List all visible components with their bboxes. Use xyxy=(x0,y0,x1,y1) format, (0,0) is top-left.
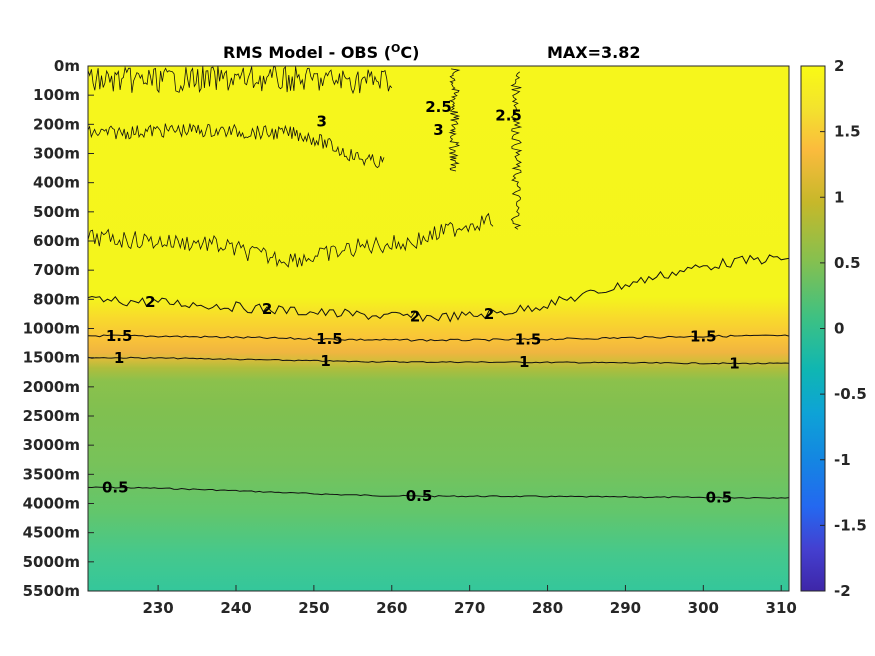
y-tick-label: 700m xyxy=(33,261,80,279)
y-tick-label: 1000m xyxy=(23,320,80,338)
contour-label: 1.5 xyxy=(106,327,133,345)
contour-line xyxy=(510,71,523,230)
contour-label: 0.5 xyxy=(406,487,433,505)
x-tick-label: 310 xyxy=(766,599,797,617)
y-tick-label: 500m xyxy=(33,203,80,221)
y-tick-label: 100m xyxy=(33,86,80,104)
x-tick-label: 300 xyxy=(688,599,719,617)
contour-label: 2 xyxy=(145,293,155,311)
contour-label: 2.5 xyxy=(495,107,522,125)
chart-title-group: RMS Model - OBS (OC) MAX=3.82 xyxy=(223,42,641,62)
contour-label: 0.5 xyxy=(706,489,733,507)
y-tick-label: 300m xyxy=(33,145,80,163)
y-tick-label: 800m xyxy=(33,290,80,308)
contour-line xyxy=(88,212,494,268)
contour-label: 3 xyxy=(433,121,443,139)
contour-line xyxy=(88,334,789,342)
title-unit-superscript: O xyxy=(391,42,400,55)
contour-label: 1 xyxy=(320,352,330,370)
contour-label: 1.5 xyxy=(515,330,542,348)
contour-label: 2 xyxy=(484,305,494,323)
contour-label: 2.5 xyxy=(425,98,452,116)
colorbar: 2 1.5 1 0.5 0 -0.5 -1 -1.5 -2 xyxy=(800,57,867,600)
y-tick-label: 5000m xyxy=(23,553,80,571)
colorbar-tick-label: 0.5 xyxy=(834,254,861,272)
y-tick-label: 5500m xyxy=(23,582,80,600)
x-tick-label: 290 xyxy=(610,599,641,617)
y-tick-label: 3500m xyxy=(23,465,80,483)
heatmap-field xyxy=(88,66,789,591)
contour-label: 0.5 xyxy=(102,479,129,497)
contour-line xyxy=(88,66,393,95)
x-tick-label: 230 xyxy=(142,599,173,617)
plot-area: 0.5 0.5 0.5 1 1 1 1 1.5 1.5 1.5 1.5 2 2 2 2 2.5 2.5 3 3 xyxy=(88,66,789,591)
x-tick-label: 250 xyxy=(298,599,329,617)
colorbar-tick-label: 0 xyxy=(834,320,844,338)
x-tick-label: 280 xyxy=(532,599,563,617)
contour-label: 1 xyxy=(114,349,124,367)
max-value-label: MAX=3.82 xyxy=(547,43,641,62)
chart-title: RMS Model - OBS (OC) xyxy=(223,42,419,62)
colorbar-tick-label: -1 xyxy=(834,451,851,469)
colorbar-tick-label: -2 xyxy=(834,582,851,600)
x-axis: 230 240 250 260 270 280 290 300 310 xyxy=(142,585,797,617)
y-tick-label: 600m xyxy=(33,232,80,250)
y-tick-label: 4000m xyxy=(23,495,80,513)
x-tick-label: 260 xyxy=(376,599,407,617)
contour-layer: 0.5 0.5 0.5 1 1 1 1 1.5 1.5 1.5 1.5 2 2 2 2 2.5 2.5 3 3 xyxy=(88,66,789,507)
colorbar-tick-label: 1 xyxy=(834,188,844,206)
contour-label: 1.5 xyxy=(690,327,717,345)
colorbar-tick-label: -1.5 xyxy=(834,516,867,534)
y-tick-label: 400m xyxy=(33,174,80,192)
contour-label: 1.5 xyxy=(316,330,343,348)
y-axis: 0m 100m 200m 300m 400m 500m 600m 700m 800m 1000m 1… xyxy=(23,57,94,600)
colorbar-tick-label: -0.5 xyxy=(834,385,867,403)
contour-label: 3 xyxy=(316,112,326,130)
colorbar-ticks: 2 1.5 1 0.5 0 -0.5 -1 -1.5 -2 xyxy=(820,57,867,600)
colorbar-tick-label: 1.5 xyxy=(834,123,861,141)
x-tick-label: 240 xyxy=(220,599,251,617)
colorbar-tick-label: 2 xyxy=(834,57,844,75)
contour-line xyxy=(88,123,385,169)
y-tick-label: 1500m xyxy=(23,349,80,367)
contour-label: 2 xyxy=(410,308,420,326)
contour-label: 1 xyxy=(519,353,529,371)
contour-line xyxy=(88,486,789,499)
y-tick-label: 0m xyxy=(54,57,80,75)
y-tick-label: 4500m xyxy=(23,524,80,542)
contour-line xyxy=(88,254,789,323)
contour-line xyxy=(88,356,789,365)
x-tick-label: 270 xyxy=(454,599,485,617)
contour-label: 1 xyxy=(729,354,739,372)
y-tick-label: 2500m xyxy=(23,407,80,425)
contour-label: 2 xyxy=(262,300,272,318)
y-tick-label: 200m xyxy=(33,115,80,133)
y-tick-label: 2000m xyxy=(23,378,80,396)
contour-line xyxy=(448,68,461,172)
y-tick-label: 3000m xyxy=(23,436,80,454)
